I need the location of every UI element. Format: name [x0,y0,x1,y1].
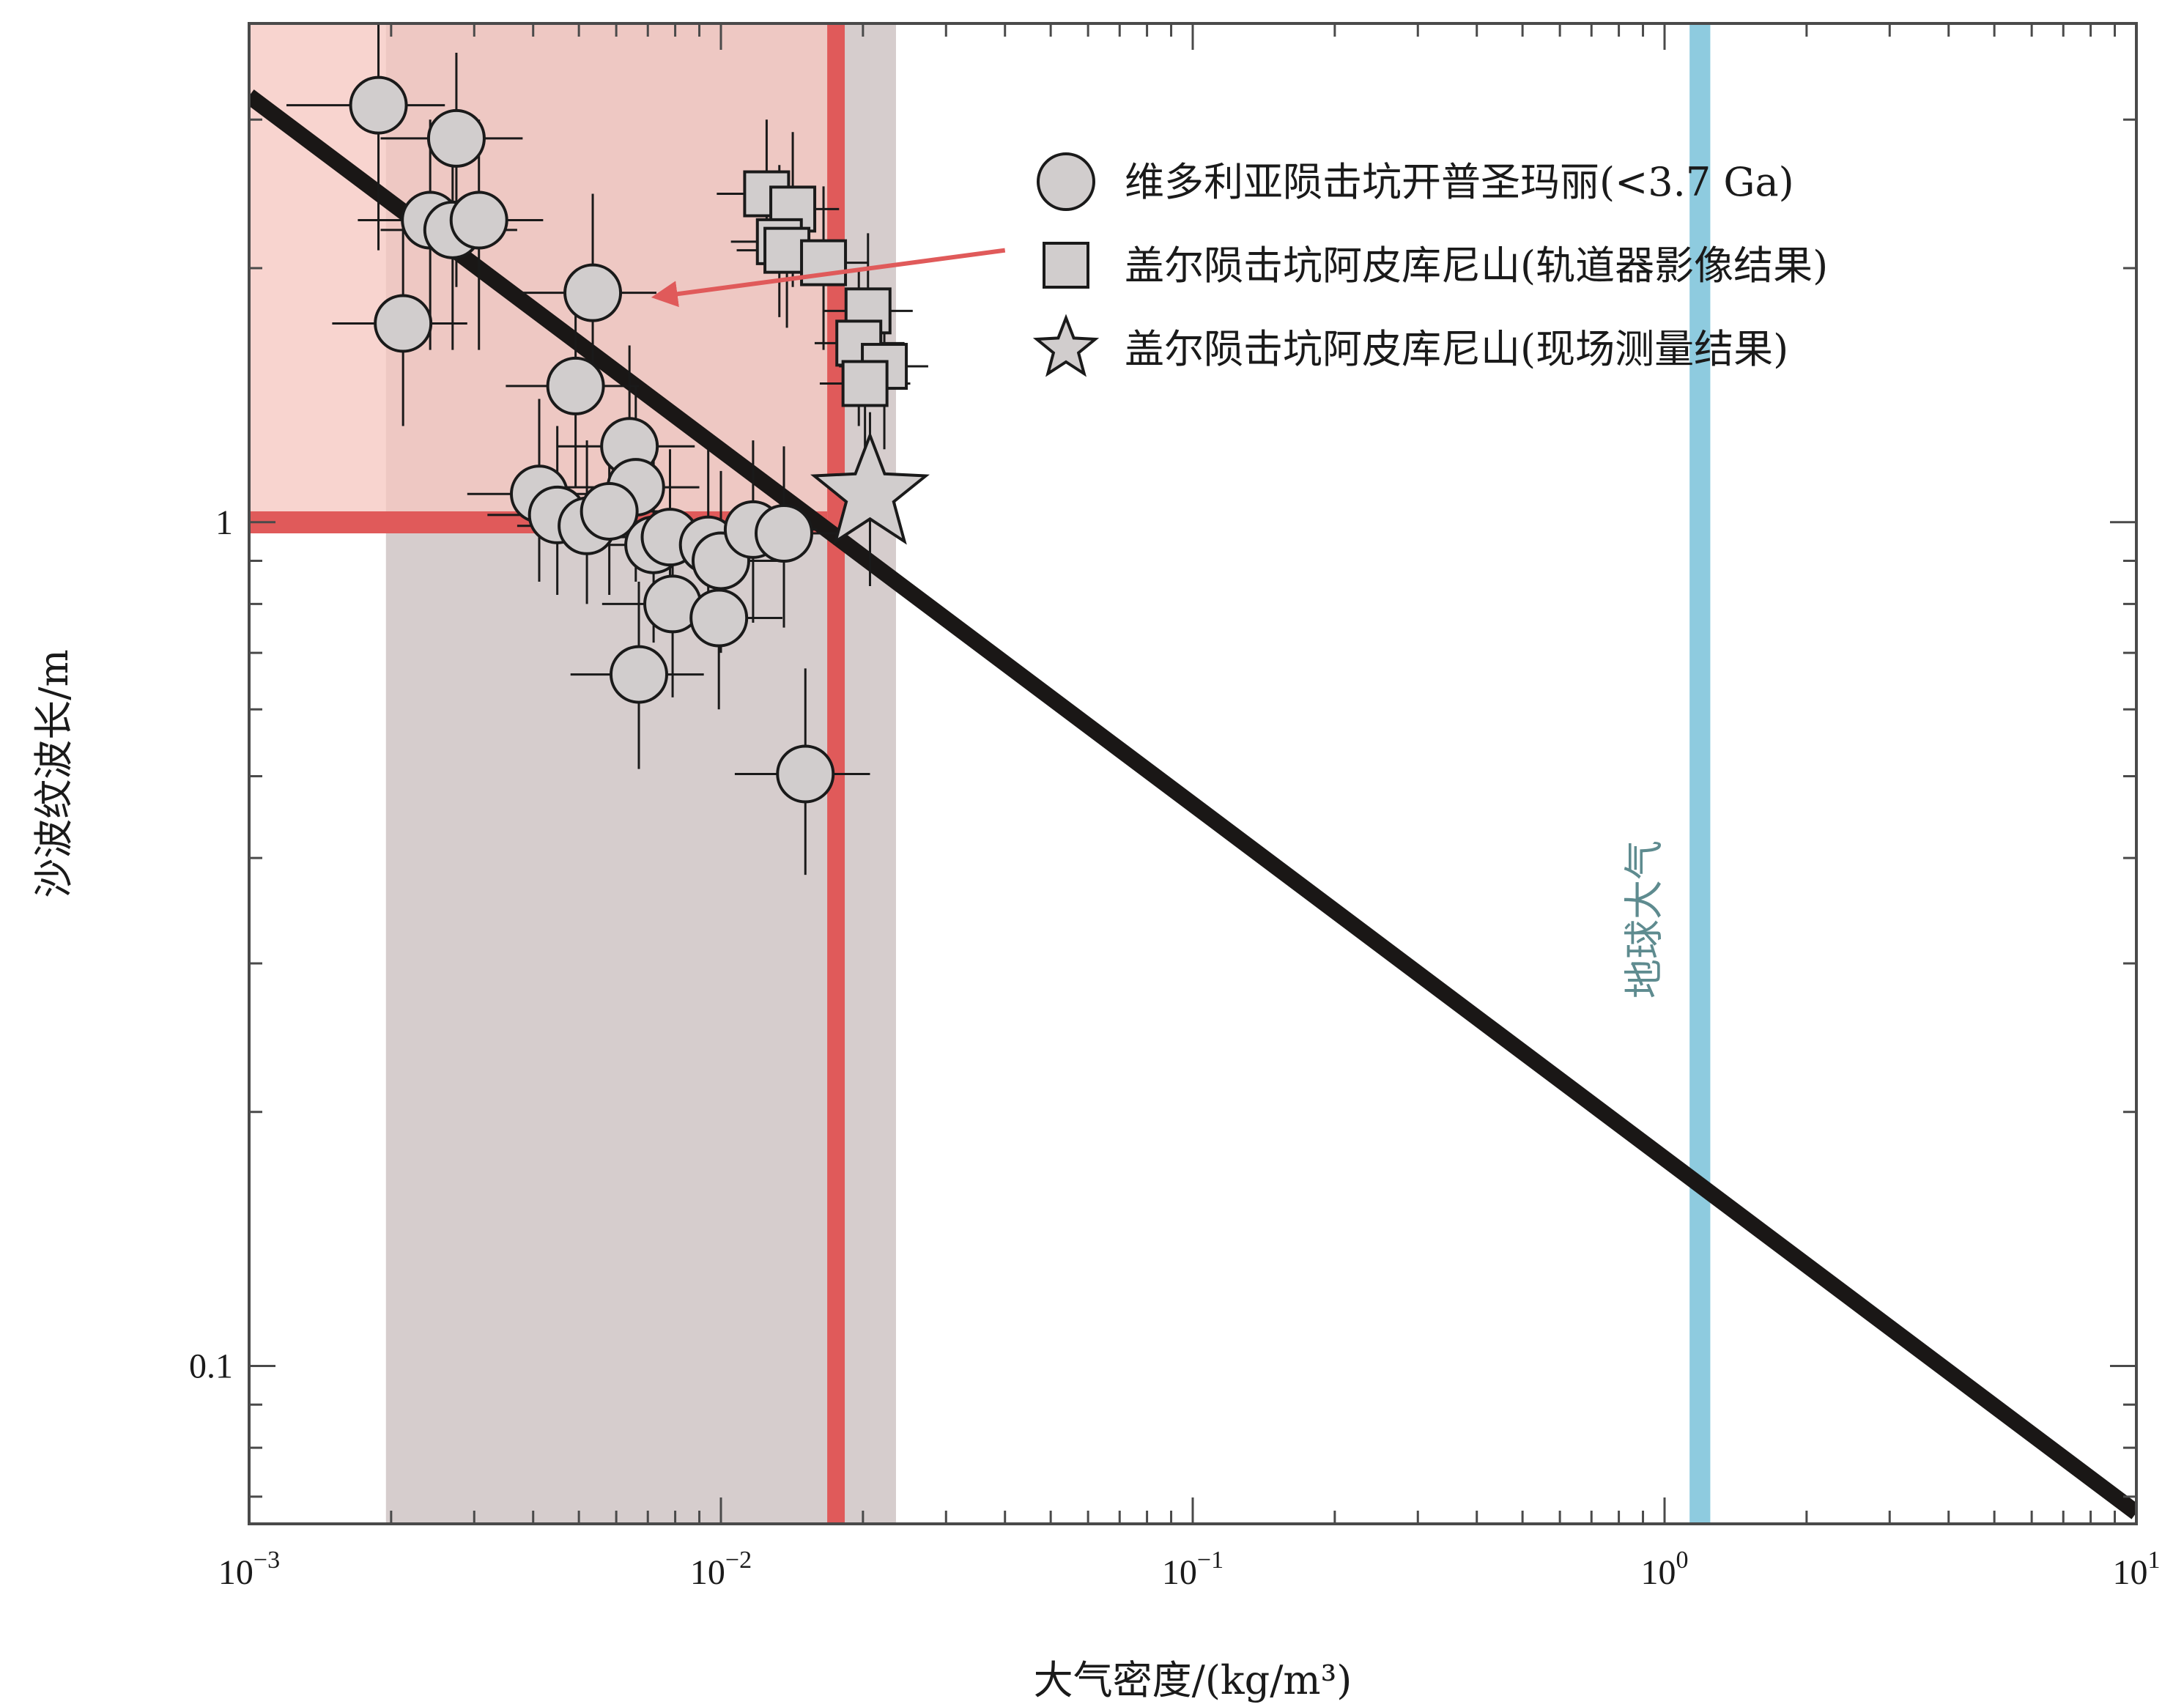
axis-ticks: 10−3 10−2 10−1 100 101 0.1 1 [189,23,2161,1592]
y-tick-label-1: 1 [215,503,233,542]
legend-item-square: 盖尔陨击坑阿皮库尼山(轨道器影像结果) [1043,242,1828,289]
circle-point-6 [563,263,623,322]
legend: 维多利亚陨击坑开普圣玛丽(<3.7 Ga) 盖尔陨击坑阿皮库尼山(轨道器影像结果)… [1032,152,1828,377]
circle-point-23 [776,744,835,804]
circle-point-5 [374,294,433,353]
circle-point-19 [754,503,813,563]
x-tick-label-4: 101 [2113,1547,2161,1592]
annotation-arrow [651,248,1006,308]
circle-point-1 [426,108,486,168]
circle-point-22 [609,645,668,704]
legend-label: 盖尔陨击坑阿皮库尼山(现场测量结果) [1125,326,1788,372]
region-box-1 [249,23,844,522]
legend-circle-marker [1037,152,1095,211]
trend-line-group [249,89,2136,1519]
circle-point-7 [546,356,605,415]
legend-label: 维多利亚陨击坑开普圣玛丽(<3.7 Ga) [1125,159,1794,205]
y-axis-title: 沙波纹波长/m [31,649,77,897]
region-x-band-4 [1689,23,1711,1524]
square-point-8 [841,360,889,407]
x-tick-label-3: 100 [1641,1547,1689,1592]
legend-star-marker [1032,314,1100,377]
x-axis-title: 大气密度/(kg/m³) [1034,1657,1352,1703]
y-tick-label-0: 0.1 [189,1347,233,1386]
x-tick-label-1: 10−2 [690,1547,752,1592]
trend-line [249,89,2136,1519]
legend-item-star: 盖尔陨击坑阿皮库尼山(现场测量结果) [1032,314,1788,377]
circle-point-4 [449,190,508,250]
legend-square-marker [1043,242,1089,289]
circle-point-13 [580,481,639,541]
star-point-0 [810,431,930,545]
legend-label: 盖尔陨击坑阿皮库尼山(轨道器影像结果) [1125,242,1828,289]
x-tick-label-0: 10−3 [218,1547,280,1592]
legend-item-circle: 维多利亚陨击坑开普圣玛丽(<3.7 Ga) [1037,152,1794,211]
circle-point-0 [349,75,408,135]
annotations: 地球大气 [651,248,1667,999]
circle-point-21 [689,588,749,648]
data-markers [349,75,930,804]
square-point-4 [800,239,848,286]
x-tick-label-2: 10−1 [1162,1547,1224,1592]
earth-atmosphere-label: 地球大气 [1621,840,1667,999]
